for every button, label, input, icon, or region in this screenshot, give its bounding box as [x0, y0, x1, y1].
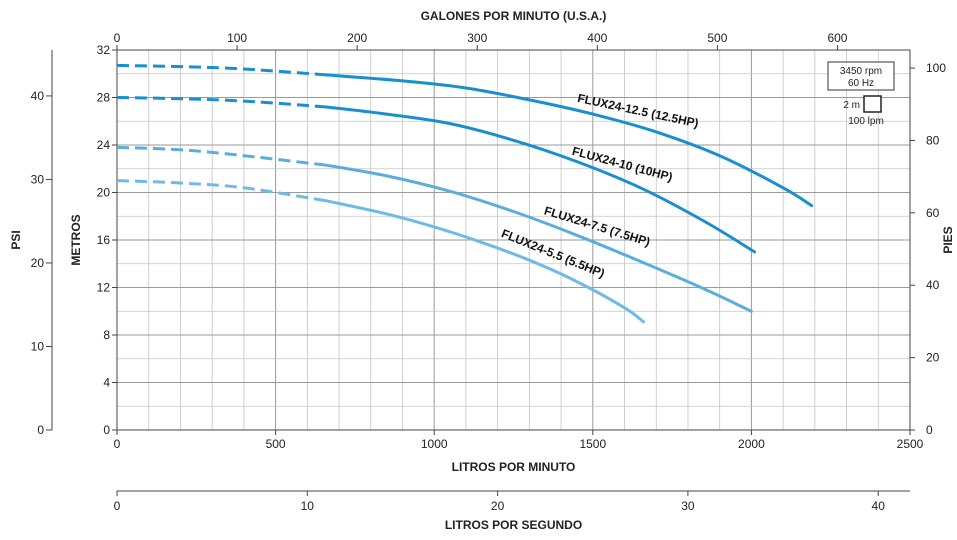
metros-tick-label: 20 [97, 186, 111, 200]
metros-tick-label: 28 [97, 91, 111, 105]
psi-tick-label: 30 [31, 172, 45, 186]
lps-tick-label: 20 [491, 499, 505, 513]
metros-tick-label: 16 [97, 233, 111, 247]
legend-hz: 60 Hz [848, 78, 874, 89]
series-dashed-segment [116, 63, 327, 77]
lps-tick-label: 40 [872, 499, 886, 513]
metros-axis-title: METROS [69, 214, 83, 265]
top-tick-label: 600 [827, 31, 847, 45]
psi-tick-label: 10 [31, 339, 45, 353]
metros-tick-label: 12 [97, 281, 111, 295]
series-line [324, 105, 757, 254]
top-tick-label: 400 [587, 31, 607, 45]
series-dashed-segment [116, 96, 327, 109]
legend-scale-y: 2 m [843, 100, 860, 111]
bottom-tick-label: 0 [114, 437, 121, 451]
metros-tick-label: 4 [103, 376, 110, 390]
series-line [324, 73, 814, 208]
top-tick-label: 300 [467, 31, 487, 45]
top-axis-title: GALONES POR MINUTO (U.S.A.) [421, 9, 607, 23]
pies-tick-label: 0 [926, 423, 933, 437]
pies-tick-label: 20 [926, 351, 940, 365]
pies-tick-label: 40 [926, 278, 940, 292]
metros-tick-label: 8 [103, 328, 110, 342]
legend-scale-square [863, 95, 882, 113]
series-dashed-segment [116, 179, 327, 203]
psi-axis-title: PSI [9, 230, 23, 249]
bottom-tick-label: 1000 [421, 437, 448, 451]
metros-tick-label: 24 [97, 138, 111, 152]
bottom-tick-label: 2500 [897, 437, 924, 451]
legend-box [827, 61, 895, 91]
metros-tick-label: 32 [97, 43, 111, 57]
lps-axis-title: LITROS POR SEGUNDO [445, 518, 582, 532]
series-line [324, 199, 646, 324]
psi-tick-label: 40 [31, 89, 45, 103]
pies-tick-label: 100 [926, 61, 946, 75]
pies-axis-title: PIES [941, 226, 955, 253]
lps-tick-label: 10 [301, 499, 315, 513]
pies-tick-label: 80 [926, 133, 940, 147]
bottom-tick-label: 2000 [738, 437, 765, 451]
bottom-axis-title: LITROS POR MINUTO [452, 460, 576, 474]
top-tick-label: 500 [707, 31, 727, 45]
lps-tick-label: 30 [681, 499, 695, 513]
bottom-tick-label: 500 [266, 437, 286, 451]
metros-tick-label: 0 [103, 423, 110, 437]
top-tick-label: 0 [114, 31, 121, 45]
series-line [324, 163, 753, 313]
lps-tick-label: 0 [114, 499, 121, 513]
psi-tick-label: 20 [31, 256, 45, 270]
legend-scale-x: 100 lpm [848, 116, 884, 127]
top-tick-label: 100 [227, 31, 247, 45]
psi-tick-label: 0 [37, 423, 44, 437]
pies-tick-label: 60 [926, 206, 940, 220]
legend-rpm: 3450 rpm [840, 66, 882, 77]
bottom-tick-label: 1500 [579, 437, 606, 451]
top-tick-label: 200 [347, 31, 367, 45]
